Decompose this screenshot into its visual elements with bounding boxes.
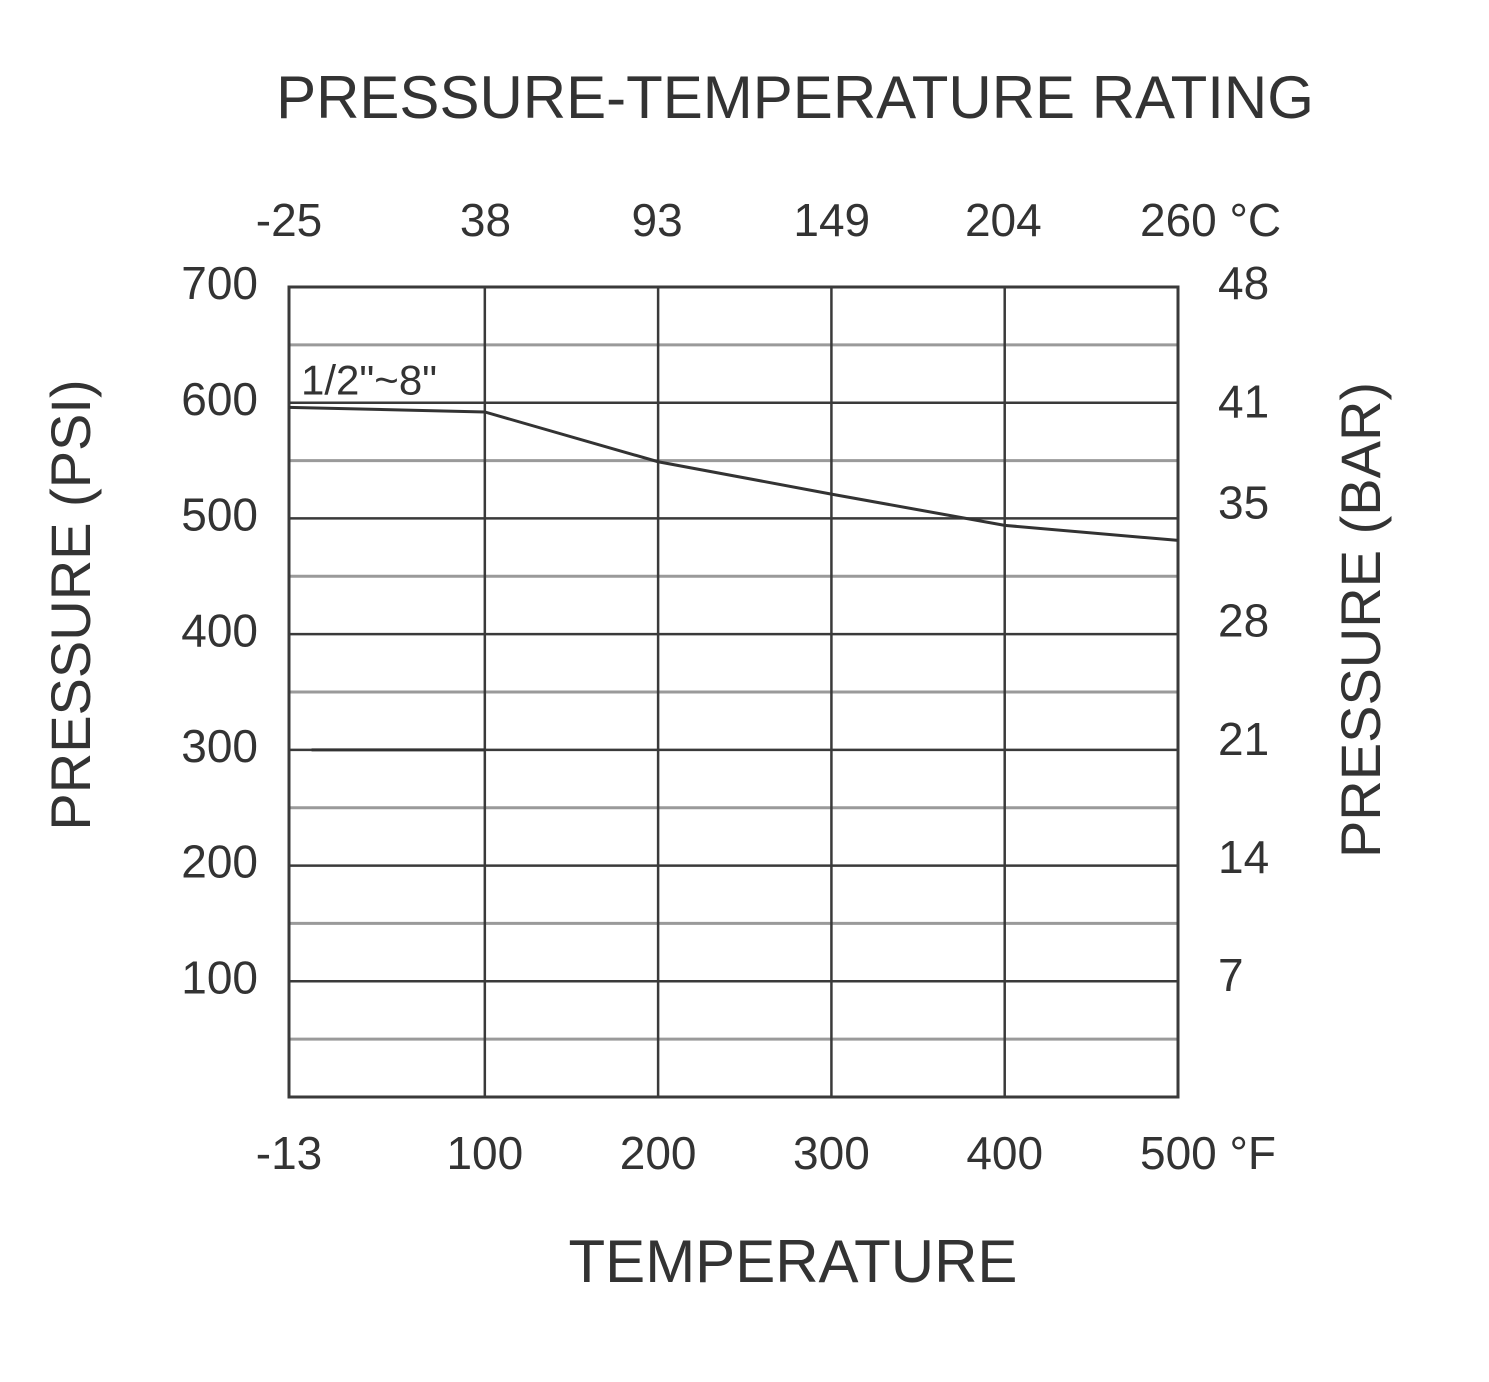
x2-tick-label: 204	[965, 194, 1042, 246]
y-tick-label: 500	[181, 489, 258, 541]
x2-tick-label: 149	[793, 194, 870, 246]
x-axis-label: TEMPERATURE	[569, 1228, 1018, 1295]
x2-tick-label: -25	[256, 194, 322, 246]
series-line	[288, 405, 1179, 542]
x-tick-label: 500 °F	[1140, 1127, 1276, 1179]
x-tick-label: -13	[256, 1127, 322, 1179]
y2-tick-label: 28	[1218, 595, 1269, 647]
y2-tick-label: 41	[1218, 375, 1269, 427]
y-tick-label: 200	[181, 836, 258, 888]
y2-tick-label: 14	[1218, 831, 1269, 883]
y-tick-label: 300	[181, 720, 258, 772]
chart-title: PRESSURE-TEMPERATURE RATING	[276, 64, 1314, 131]
y2-axis-label: PRESSURE (BAR)	[1329, 382, 1392, 858]
x-tick-label: 100	[446, 1127, 523, 1179]
y-axis-label: PRESSURE (PSI)	[39, 379, 102, 830]
x-tick-label: 400	[966, 1127, 1043, 1179]
y-tick-label: 700	[181, 257, 258, 309]
y-tick-label: 400	[181, 604, 258, 656]
y-tick-label: 100	[181, 951, 258, 1003]
y2-tick-label: 35	[1218, 477, 1269, 529]
x2-tick-label: 93	[631, 194, 682, 246]
x2-tick-label: 260 °C	[1140, 194, 1281, 246]
x-tick-label: 300	[793, 1127, 870, 1179]
y-tick-label: 600	[181, 373, 258, 425]
series-label: 1/2"~8"	[301, 356, 437, 403]
x2-tick-label: 38	[460, 194, 511, 246]
y2-tick-label: 7	[1218, 949, 1244, 1001]
y2-tick-label: 21	[1218, 713, 1269, 765]
plot-frame	[287, 285, 1180, 1099]
x-tick-label: 200	[620, 1127, 697, 1179]
y2-tick-label: 48	[1218, 257, 1269, 309]
